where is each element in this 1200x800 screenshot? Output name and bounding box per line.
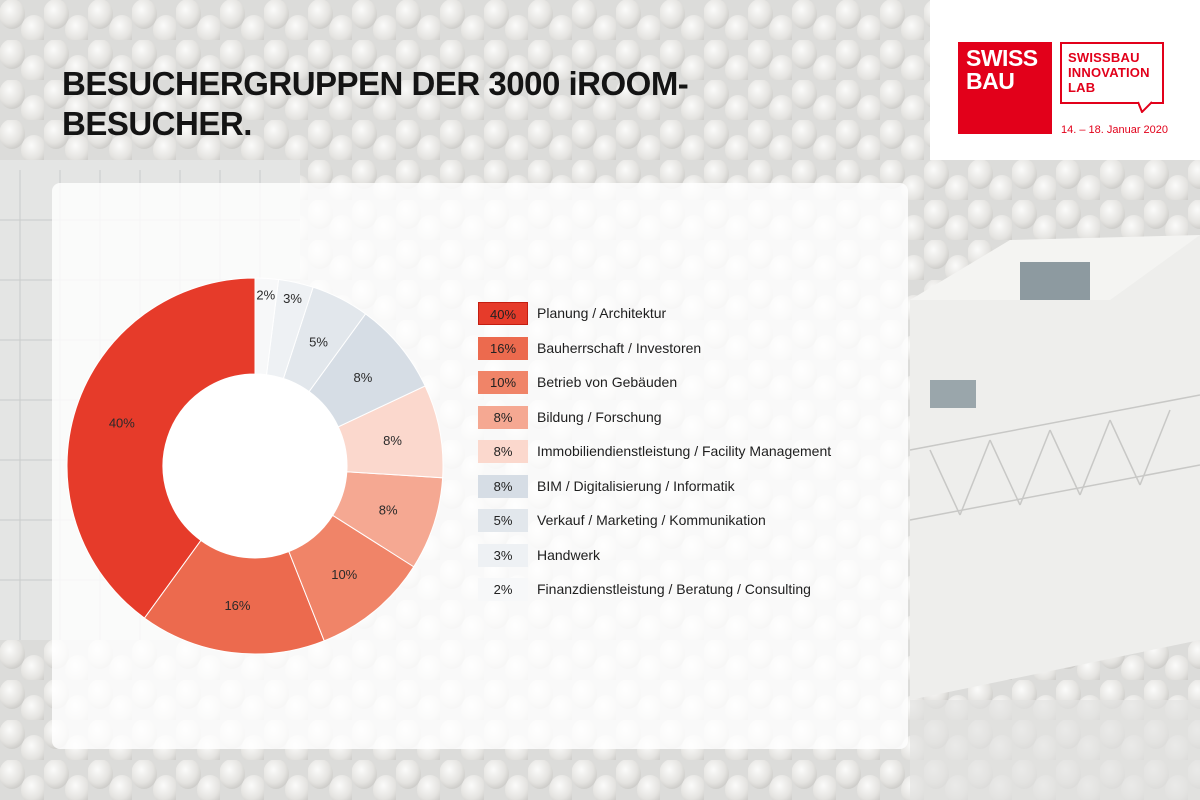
legend-swatch-8: 3%	[478, 543, 528, 567]
legend-swatch-4: 8%	[478, 405, 528, 429]
legend-label-9: Finanzdienstleistung / Beratung / Consul…	[537, 581, 811, 597]
legend-item-2: 16% Bauherrschaft / Investoren	[478, 336, 898, 371]
legend-label-5: Immobiliendienstleistung / Facility Mana…	[537, 443, 832, 459]
legend-item-4: 8% Bildung / Forschung	[478, 405, 898, 440]
legend-swatch-6: 8%	[478, 474, 528, 498]
legend-label-4: Bildung / Forschung	[537, 408, 662, 425]
slice-value-label-7: 5%	[309, 334, 328, 349]
legend-swatch-1: 40%	[478, 302, 528, 325]
brand-line-1: SWISS	[966, 45, 1038, 71]
page-title: BESUCHERGRUPPEN DER 3000 iROOM-BESUCHER.	[62, 65, 689, 142]
legend-label-8: Handwerk	[537, 546, 601, 563]
lab-line-2: INNOVATION	[1068, 65, 1150, 80]
swissbau-logo: SWISS BAU SWISSBAU INNOVATION LAB 14. – …	[930, 0, 1200, 160]
legend-swatch-5: 8%	[478, 440, 528, 463]
legend-item-3: 10% Betrieb von Gebäuden	[478, 370, 898, 405]
donut-hole	[163, 374, 347, 558]
slice-value-label-3: 10%	[331, 567, 357, 582]
legend-item-6: 8% BIM / Digitalisierung / Informatik	[478, 474, 898, 509]
legend-swatch-3: 10%	[478, 371, 528, 394]
slice-value-label-8: 3%	[283, 291, 302, 306]
legend-label-3: Betrieb von Gebäuden	[537, 374, 678, 390]
legend-item-1: 40% Planung / Architektur	[478, 301, 898, 336]
slice-value-label-6: 8%	[353, 370, 372, 385]
innovation-lab-mark: SWISSBAU INNOVATION LAB	[1060, 42, 1164, 104]
legend-item-8: 3% Handwerk	[478, 543, 898, 578]
lab-line-3: LAB	[1068, 80, 1096, 95]
legend-label-1: Planung / Architektur	[537, 305, 667, 321]
chart-legend: 40% Planung / Architektur 16% Bauherrschaft…	[478, 301, 898, 612]
legend-label-2: Bauherrschaft / Investoren	[537, 339, 702, 356]
legend-swatch-2: 16%	[478, 336, 528, 360]
event-date: 14. – 18. Januar 2020	[1061, 124, 1169, 136]
slice-value-label-2: 16%	[224, 598, 250, 613]
slice-value-label-1: 40%	[109, 416, 135, 431]
slice-value-label-9: 2%	[256, 287, 275, 302]
legend-label-6: BIM / Digitalisierung / Informatik	[537, 477, 735, 494]
legend-label-7: Verkauf / Marketing / Kommunikation	[537, 512, 766, 528]
speech-bubble-tail-icon	[1138, 101, 1152, 113]
legend-item-9: 2% Finanzdienstleistung / Beratung / Cons…	[478, 577, 898, 612]
legend-item-7: 5% Verkauf / Marketing / Kommunikation	[478, 508, 898, 543]
brand-line-2: BAU	[966, 68, 1015, 94]
legend-item-5: 8% Immobiliendienstleistung / Facility Ma…	[478, 439, 898, 474]
swissbau-brand-mark: SWISS BAU	[958, 42, 1052, 134]
lab-line-1: SWISSBAU	[1068, 50, 1140, 65]
legend-swatch-7: 5%	[478, 509, 528, 532]
legend-swatch-9: 2%	[478, 578, 528, 601]
slice-value-label-4: 8%	[379, 502, 398, 517]
slice-value-label-5: 8%	[383, 433, 402, 448]
